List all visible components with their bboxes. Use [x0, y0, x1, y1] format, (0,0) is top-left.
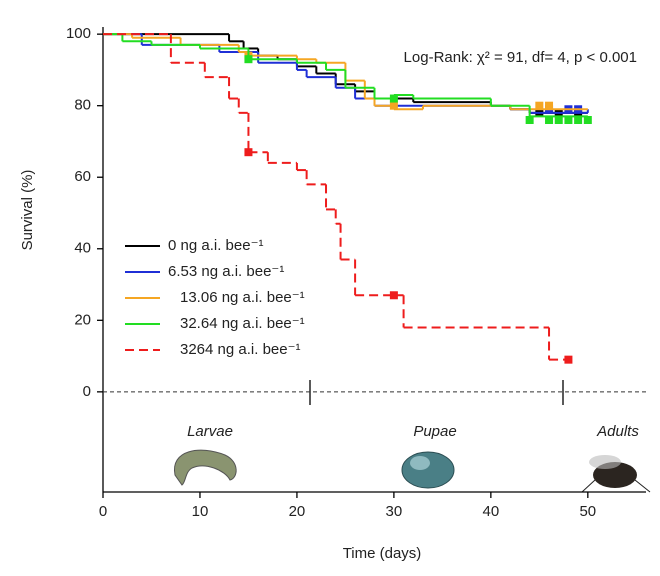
legend-label: 32.64 ng a.i. bee⁻¹ — [180, 315, 305, 332]
censor-mark — [389, 101, 398, 110]
stage-label: Adults — [596, 423, 639, 440]
censor-mark — [564, 116, 573, 124]
y-tick-label: 0 — [83, 383, 91, 400]
x-tick-label: 0 — [99, 503, 107, 520]
censor-mark — [554, 116, 563, 124]
y-tick-label: 20 — [74, 311, 91, 328]
y-tick-label: 80 — [74, 97, 91, 114]
legend-label: 0 ng a.i. bee⁻¹ — [168, 237, 263, 254]
annotation: Log-Rank: χ² = 91, df= 4, p < 0.001 — [404, 49, 637, 66]
larva-icon — [174, 449, 237, 486]
censor-mark — [545, 101, 554, 110]
censor-mark — [389, 94, 398, 103]
legend-label: 3264 ng a.i. bee⁻¹ — [180, 341, 301, 358]
y-tick-label: 40 — [74, 240, 91, 257]
stage-label: Pupae — [413, 423, 456, 440]
x-tick-label: 30 — [386, 503, 403, 520]
bee-icon — [581, 455, 651, 493]
censor-mark — [535, 101, 544, 110]
pupa-icon — [401, 451, 455, 489]
censor-mark — [525, 116, 534, 124]
legend-label: 13.06 ng a.i. bee⁻¹ — [180, 289, 305, 306]
stage-label: Larvae — [187, 423, 233, 440]
x-axis-label: Time (days) — [343, 545, 422, 562]
censor-mark — [564, 355, 573, 364]
x-tick-label: 20 — [289, 503, 306, 520]
y-tick-label: 60 — [74, 168, 91, 185]
censor-mark — [545, 116, 554, 124]
censor-mark — [244, 148, 253, 157]
x-tick-label: 50 — [579, 503, 596, 520]
legend-label: 6.53 ng a.i. bee⁻¹ — [168, 263, 284, 280]
censor-mark — [244, 55, 253, 64]
x-tick-label: 10 — [192, 503, 209, 520]
censor-mark — [583, 116, 592, 124]
x-tick-label: 40 — [483, 503, 500, 520]
y-tick-label: 100 — [66, 25, 91, 42]
censor-mark — [389, 291, 398, 300]
censor-mark — [574, 116, 583, 124]
y-axis-label: Survival (%) — [19, 170, 36, 251]
